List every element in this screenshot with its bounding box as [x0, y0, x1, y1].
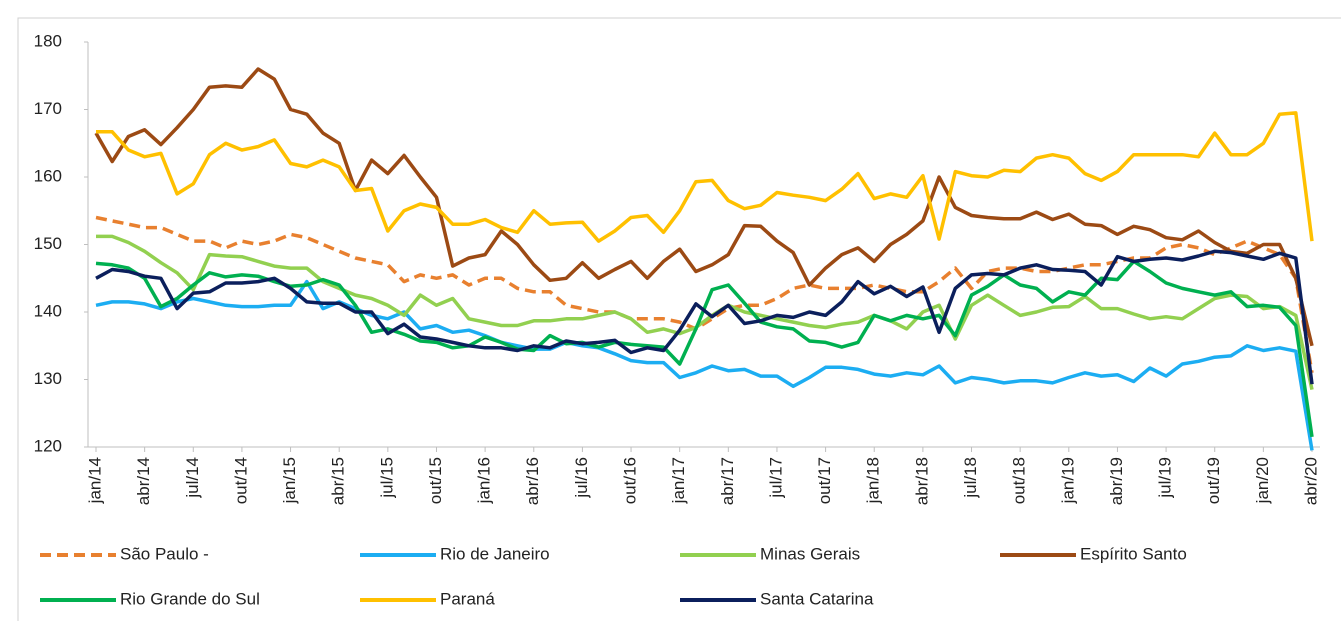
- y-tick-label: 120: [34, 436, 62, 455]
- series-line: [95, 259, 1314, 438]
- x-tick-label: out/15: [426, 457, 445, 504]
- x-tick-label: jan/18: [864, 457, 883, 504]
- x-tick-label: abr/14: [134, 457, 153, 505]
- x-tick-label: out/14: [231, 457, 250, 504]
- x-tick-label: abr/20: [1301, 457, 1320, 505]
- y-tick-label: 150: [34, 234, 62, 253]
- legend-label: Rio de Janeiro: [440, 544, 550, 563]
- y-tick-label: 180: [34, 31, 62, 50]
- x-tick-label: jul/18: [961, 457, 980, 499]
- legend-label: Espírito Santo: [1080, 544, 1187, 563]
- series-line: [96, 234, 1314, 390]
- x-tick-label: jan/14: [85, 457, 104, 504]
- x-tick-label: abr/17: [718, 457, 737, 505]
- chart-frame: [17, 17, 1341, 621]
- y-tick-label: 170: [34, 99, 62, 118]
- x-tick-label: abr/15: [329, 457, 348, 505]
- series-line: [95, 249, 1314, 385]
- series-line: [96, 111, 1314, 243]
- x-tick-label: out/19: [1204, 457, 1223, 504]
- x-tick-label: jul/14: [183, 457, 202, 499]
- x-tick-label: jan/19: [1058, 457, 1077, 504]
- legend-label: São Paulo -: [120, 544, 209, 563]
- x-tick-label: jul/15: [377, 457, 396, 499]
- x-tick-label: abr/16: [523, 457, 542, 505]
- x-tick-label: jan/20: [1253, 457, 1272, 504]
- legend-label: Minas Gerais: [760, 544, 860, 563]
- legend-label: Santa Catarina: [760, 589, 874, 608]
- y-tick-label: 130: [34, 369, 62, 388]
- x-tick-label: abr/19: [1107, 457, 1126, 505]
- y-tick-label: 160: [34, 166, 62, 185]
- x-tick-label: jan/16: [475, 457, 494, 504]
- x-tick-label: jul/17: [766, 457, 785, 499]
- series-line: [95, 215, 1314, 374]
- x-tick-label: jan/17: [669, 457, 688, 504]
- x-tick-label: out/16: [621, 457, 640, 504]
- series-line: [94, 67, 1314, 347]
- x-tick-label: jul/19: [1156, 457, 1175, 499]
- y-tick-label: 140: [34, 301, 62, 320]
- x-tick-label: jan/15: [280, 457, 299, 504]
- x-tick-label: out/17: [815, 457, 834, 504]
- legend-label: Rio Grande do Sul: [120, 589, 260, 608]
- legend-label: Paraná: [440, 589, 495, 608]
- x-tick-label: jul/16: [572, 457, 591, 499]
- x-tick-label: out/18: [1010, 457, 1029, 504]
- x-tick-label: abr/18: [912, 457, 931, 505]
